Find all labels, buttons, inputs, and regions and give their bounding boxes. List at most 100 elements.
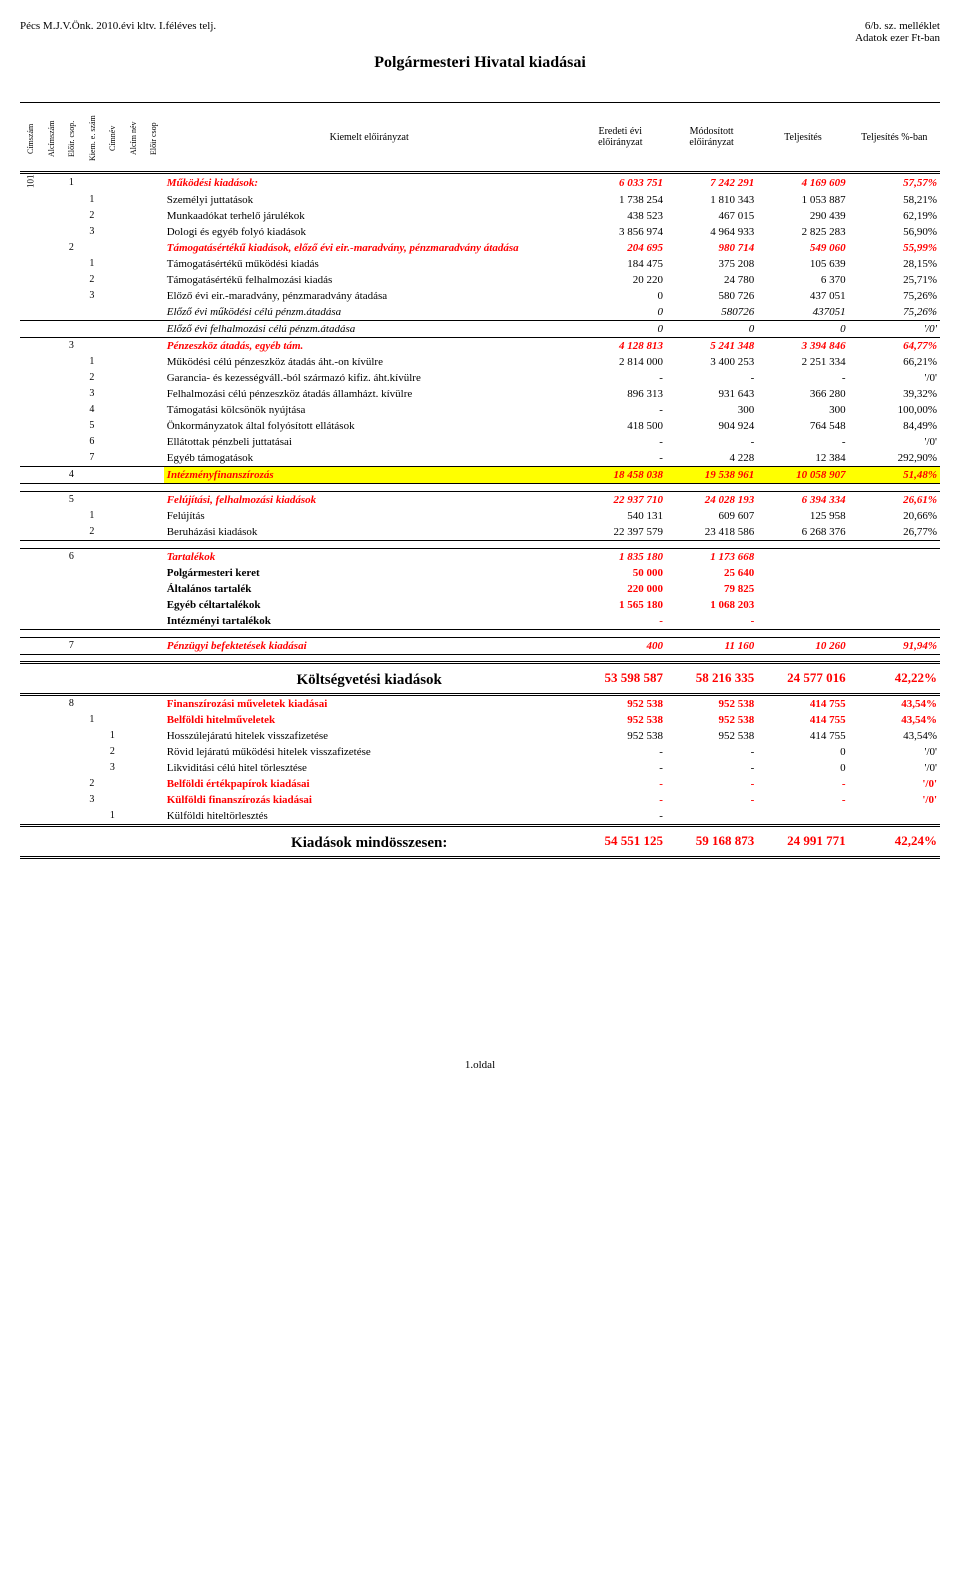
table-row: 2Beruházási kiadások22 397 57923 418 586… — [20, 524, 940, 541]
header-left: Pécs M.J.V.Önk. 2010.évi kltv. I.féléves… — [20, 20, 216, 44]
row-label: Felhalmozási célú pénzeszköz átadás álla… — [164, 386, 575, 402]
table-row: 4Intézményfinanszírozás18 458 03819 538 … — [20, 466, 940, 483]
row-label: Munkaadókat terhelő járulékok — [164, 208, 575, 224]
table-row: 6Ellátottak pénzbeli juttatásai---'/0' — [20, 434, 940, 450]
table-row: 6Tartalékok1 835 1801 173 668 — [20, 548, 940, 565]
table-row: 5Önkormányzatok által folyósított ellátá… — [20, 418, 940, 434]
table-row: 1Támogatásértékű működési kiadás184 4753… — [20, 256, 940, 272]
row-label: Intézményi tartalékok — [164, 613, 575, 630]
row-label: Finanszírozási műveletek kiadásai — [164, 694, 575, 712]
table-row: 3Felhalmozási célú pénzeszköz átadás áll… — [20, 386, 940, 402]
table-row: Intézményi tartalékok-- — [20, 613, 940, 630]
row-label: Működési célú pénzeszköz átadás áht.-on … — [164, 354, 575, 370]
tbody-grand: Kiadások mindösszesen: 54 551 125 59 168… — [20, 825, 940, 857]
th-n1: Eredeti évi előirányzat — [575, 103, 666, 173]
row-label: Belföldi hitelműveletek — [164, 712, 575, 728]
row-label: Pénzügyi befektetések kiadásai — [164, 637, 575, 654]
row-label: Támogatásértékű kiadások, előző évi eir.… — [164, 240, 575, 256]
table-row: 1Belföldi hitelműveletek952 538952 53841… — [20, 712, 940, 728]
tbody-2: 8Finanszírozási műveletek kiadásai952 53… — [20, 694, 940, 825]
table-row: 1Működési célú pénzeszköz átadás áht.-on… — [20, 354, 940, 370]
kv-row: Költségvetési kiadások 53 598 587 58 216… — [20, 662, 940, 694]
row-label: Tartalékok — [164, 548, 575, 565]
table-row: 2Munkaadókat terhelő járulékok438 523467… — [20, 208, 940, 224]
tbody-kv-header: Költségvetési kiadások 53 598 587 58 216… — [20, 654, 940, 694]
budget-table: Címszám Alcímszám Előir. csop. Kiem. e. … — [20, 102, 940, 859]
kv-v3: 24 577 016 — [757, 662, 848, 694]
table-row: 4Támogatási kölcsönök nyújtása-300300100… — [20, 402, 940, 418]
row-label: Általános tartalék — [164, 581, 575, 597]
table-row: Előző évi működési célú pénzm.átadása058… — [20, 304, 940, 321]
table-row: 8Finanszírozási műveletek kiadásai952 53… — [20, 694, 940, 712]
table-row: 7Egyéb támogatások-4 22812 384292,90% — [20, 450, 940, 467]
grand-v2: 59 168 873 — [666, 825, 757, 857]
th-n3: Teljesítés — [757, 103, 848, 173]
th-c1: Címszám — [20, 103, 41, 173]
page-footer: 1.oldal — [20, 1059, 940, 1071]
table-row: 1Külföldi hiteltörlesztés- — [20, 808, 940, 826]
row-label: Külföldi finanszírozás kiadásai — [164, 792, 575, 808]
row-label: Egyéb támogatások — [164, 450, 575, 467]
table-row: 1Felújítás540 131609 607125 95820,66% — [20, 508, 940, 524]
table-row: Előző évi felhalmozási célú pénzm.átadás… — [20, 320, 940, 337]
kv-pct: 42,22% — [849, 662, 940, 694]
row-label: Beruházási kiadások — [164, 524, 575, 541]
table-row: 1011Működési kiadások:6 033 7517 242 291… — [20, 173, 940, 192]
table-row: 2Támogatásértékű felhalmozási kiadás20 2… — [20, 272, 940, 288]
th-c3: Előir. csop. — [61, 103, 82, 173]
row-label: Támogatási kölcsönök nyújtása — [164, 402, 575, 418]
row-label: Garancia- és kezességváll.-ból származó … — [164, 370, 575, 386]
kv-v2: 58 216 335 — [666, 662, 757, 694]
row-label: Likviditási célú hitel törlesztése — [164, 760, 575, 776]
grand-v3: 24 991 771 — [757, 825, 848, 857]
th-n4: Teljesítés %-ban — [849, 103, 940, 173]
th-c2: Alcímszám — [41, 103, 62, 173]
row-label: Támogatásértékű felhalmozási kiadás — [164, 272, 575, 288]
page-header: Pécs M.J.V.Önk. 2010.évi kltv. I.féléves… — [20, 20, 940, 44]
row-label: Támogatásértékű működési kiadás — [164, 256, 575, 272]
row-label: Pénzeszköz átadás, egyéb tám. — [164, 337, 575, 354]
kv-v1: 53 598 587 — [575, 662, 666, 694]
table-row: 1Hosszúlejáratú hitelek visszafizetése95… — [20, 728, 940, 744]
th-c6: Alcím név — [123, 103, 144, 173]
row-label: Felújítási, felhalmozási kiadások — [164, 491, 575, 508]
row-label: Ellátottak pénzbeli juttatásai — [164, 434, 575, 450]
th-main: Kiemelt előirányzat — [164, 103, 575, 173]
th-c7: Előir csop — [143, 103, 164, 173]
th-n2: Módosított előirányzat — [666, 103, 757, 173]
header-right: 6/b. sz. melléklet Adatok ezer Ft-ban — [855, 20, 940, 44]
row-label: Előző évi működési célú pénzm.átadása — [164, 304, 575, 321]
row-label: Belföldi értékpapírok kiadásai — [164, 776, 575, 792]
row-label: Rövid lejáratú működési hitelek visszafi… — [164, 744, 575, 760]
row-label: Előző évi felhalmozási célú pénzm.átadás… — [164, 320, 575, 337]
table-row: 2Rövid lejáratú működési hitelek visszaf… — [20, 744, 940, 760]
row-label: Előző évi eir.-maradvány, pénzmaradvány … — [164, 288, 575, 304]
row-label: Személyi juttatások — [164, 192, 575, 208]
grand-v1: 54 551 125 — [575, 825, 666, 857]
row-label: Egyéb céltartalékok — [164, 597, 575, 613]
header-right-1: 6/b. sz. melléklet — [855, 20, 940, 32]
header-right-2: Adatok ezer Ft-ban — [855, 32, 940, 44]
row-label: Intézményfinanszírozás — [164, 466, 575, 483]
tbody-main: 1011Működési kiadások:6 033 7517 242 291… — [20, 173, 940, 655]
table-row: Egyéb céltartalékok1 565 1801 068 203 — [20, 597, 940, 613]
table-row: 5Felújítási, felhalmozási kiadások22 937… — [20, 491, 940, 508]
table-row: 2Belföldi értékpapírok kiadásai---'/0' — [20, 776, 940, 792]
table-row: 3Külföldi finanszírozás kiadásai---'/0' — [20, 792, 940, 808]
kv-title: Költségvetési kiadások — [164, 662, 575, 694]
report-title: Polgármesteri Hivatal kiadásai — [20, 54, 940, 72]
table-row: 3Likviditási célú hitel törlesztése--0'/… — [20, 760, 940, 776]
row-label: Hosszúlejáratú hitelek visszafizetése — [164, 728, 575, 744]
row-label: Dologi és egyéb folyó kiadások — [164, 224, 575, 240]
table-row: 1Személyi juttatások1 738 2541 810 3431 … — [20, 192, 940, 208]
th-c5: Címnév — [102, 103, 123, 173]
row-label: Külföldi hiteltörlesztés — [164, 808, 575, 826]
row-label: Működési kiadások: — [164, 173, 575, 192]
table-row: 3Pénzeszköz átadás, egyéb tám.4 128 8135… — [20, 337, 940, 354]
table-row: 3Előző évi eir.-maradvány, pénzmaradvány… — [20, 288, 940, 304]
table-row: Polgármesteri keret50 00025 640 — [20, 565, 940, 581]
table-row: Általános tartalék220 00079 825 — [20, 581, 940, 597]
grand-pct: 42,24% — [849, 825, 940, 857]
table-row: 3Dologi és egyéb folyó kiadások3 856 974… — [20, 224, 940, 240]
table-row: 2Garancia- és kezességváll.-ból származó… — [20, 370, 940, 386]
